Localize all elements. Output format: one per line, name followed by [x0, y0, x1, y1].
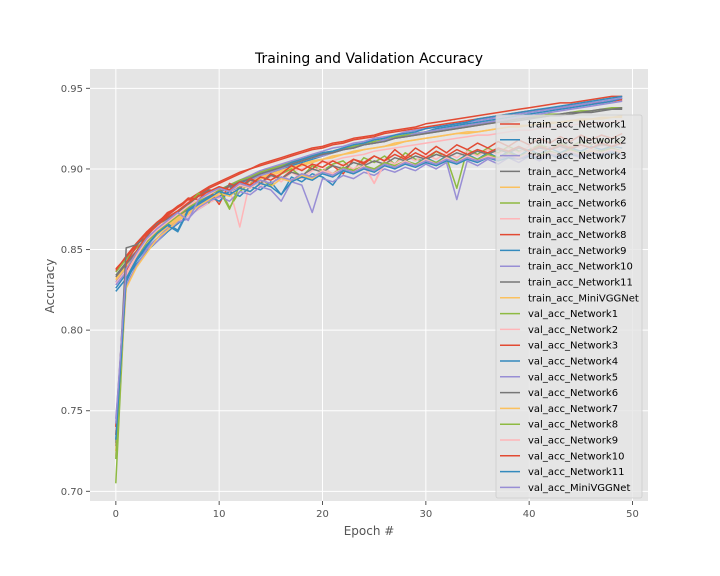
legend-label: val_acc_Network11 — [528, 467, 624, 478]
legend-label: val_acc_Network6 — [528, 388, 618, 399]
legend-label: train_acc_Network5 — [528, 183, 627, 194]
legend-label: val_acc_Network4 — [528, 357, 618, 368]
legend-label: val_acc_Network5 — [528, 372, 618, 383]
chart-title: Training and Validation Accuracy — [254, 51, 483, 67]
x-axis-label: Epoch # — [344, 524, 395, 538]
legend-label: train_acc_Network9 — [528, 246, 627, 257]
legend-label: train_acc_Network6 — [528, 199, 627, 210]
x-tick-label: 30 — [419, 509, 432, 520]
legend-label: val_acc_Network3 — [528, 341, 618, 352]
legend-label: val_acc_Network1 — [528, 309, 618, 320]
legend-label: train_acc_Network1 — [528, 120, 627, 131]
legend-label: val_acc_MiniVGGNet — [528, 483, 630, 494]
y-ticks: 0.70 0.75 0.80 0.85 0.90 0.95 — [61, 84, 90, 498]
x-tick-label: 50 — [626, 509, 639, 520]
legend-label: val_acc_Network9 — [528, 436, 618, 447]
y-tick-label: 0.80 — [61, 326, 83, 337]
legend-label: train_acc_Network2 — [528, 135, 627, 146]
legend-label: val_acc_Network10 — [528, 451, 624, 462]
y-tick-label: 0.85 — [61, 245, 83, 256]
y-tick-label: 0.95 — [61, 84, 83, 95]
y-tick-label: 0.70 — [61, 487, 83, 498]
x-tick-label: 20 — [316, 509, 329, 520]
x-ticks: 0 10 20 30 40 50 — [113, 501, 639, 520]
legend-label: train_acc_Network3 — [528, 151, 627, 162]
legend: train_acc_Network1 train_acc_Network2trai… — [495, 114, 643, 499]
x-tick-label: 40 — [523, 509, 536, 520]
legend-label: train_acc_Network10 — [528, 262, 633, 273]
legend-box — [495, 114, 643, 499]
x-tick-label: 0 — [113, 509, 119, 520]
x-tick-label: 10 — [213, 509, 226, 520]
legend-label: val_acc_Network7 — [528, 404, 618, 415]
legend-label: train_acc_Network7 — [528, 214, 627, 225]
legend-label: val_acc_Network8 — [528, 420, 618, 431]
legend-label: val_acc_Network2 — [528, 325, 618, 336]
legend-label: train_acc_Network8 — [528, 230, 627, 241]
y-axis-label: Accuracy — [43, 259, 57, 314]
y-tick-label: 0.90 — [61, 164, 83, 175]
series-line-train_acc_Network8 — [115, 95, 623, 271]
legend-label: train_acc_MiniVGGNet — [528, 293, 639, 304]
y-tick-label: 0.75 — [61, 406, 83, 417]
legend-label: train_acc_Network11 — [528, 278, 633, 289]
legend-label: train_acc_Network4 — [528, 167, 627, 178]
